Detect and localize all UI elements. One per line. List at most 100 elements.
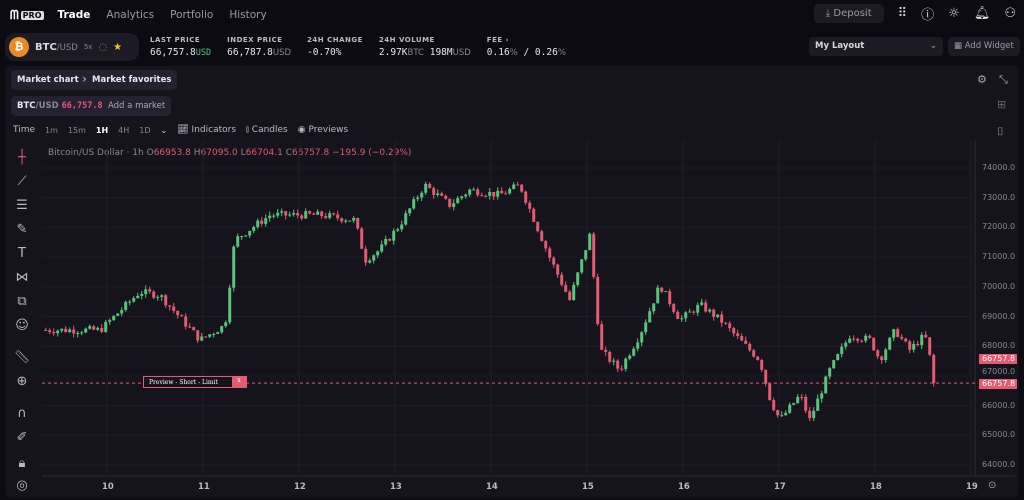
bell-icon[interactable]: 🔔︎: [973, 6, 991, 21]
brush-icon[interactable]: ✎: [16, 222, 28, 237]
candle-body: [628, 355, 632, 359]
visibility-icon[interactable]: ◎: [16, 478, 28, 493]
candle-body: [824, 376, 828, 394]
candle-body: [400, 224, 404, 230]
help-icon[interactable]: ⓘ: [921, 8, 935, 23]
candle-body: [276, 212, 280, 216]
candle-body: [356, 217, 360, 229]
candle-body: [816, 398, 820, 411]
camera-icon[interactable]: ⌷: [997, 125, 1004, 138]
theme-sun-icon[interactable]: ☼: [948, 6, 960, 21]
user-icon[interactable]: ⚇: [1004, 6, 1016, 21]
deposit-button[interactable]: ⤓ Deposit: [813, 4, 884, 23]
nav-history[interactable]: History: [229, 9, 267, 21]
crosshair-icon[interactable]: ┼: [18, 150, 26, 165]
interval-1h[interactable]: 1H: [95, 125, 109, 135]
candle-body: [92, 326, 96, 330]
alert-bell-icon[interactable]: ◌: [98, 41, 108, 53]
candle-body: [688, 311, 692, 313]
candle-body: [632, 348, 636, 356]
lock-icon[interactable]: 🔒︎: [18, 456, 26, 471]
lock-draw-icon[interactable]: ✐: [16, 430, 28, 445]
collapse-icon[interactable]: ⤡: [999, 73, 1008, 86]
candle-body: [668, 291, 672, 305]
candle-body: [192, 327, 196, 331]
y-tick-label: 72000.0: [982, 222, 1016, 232]
zoom-in-icon[interactable]: ⊕: [16, 374, 28, 389]
tab-market-chart[interactable]: Market chart ×: [11, 70, 95, 90]
add-market-button[interactable]: Add a market: [102, 96, 172, 116]
pair-selector[interactable]: ₿ BTC/USD 5x ◌ ★: [5, 33, 139, 61]
pattern-icon[interactable]: ⋈: [15, 270, 29, 285]
candle-body: [340, 218, 344, 222]
time-settings-icon[interactable]: ⊙: [988, 480, 997, 491]
fib-lines-icon[interactable]: ☰: [16, 198, 28, 213]
candle-body: [640, 332, 644, 343]
settings-icon[interactable]: ⚙: [977, 73, 987, 86]
candle-body: [284, 211, 288, 216]
interval-1m[interactable]: 1m: [45, 125, 58, 135]
kraken-pro-logo[interactable]: ᗰ PRO: [10, 7, 44, 22]
ruler-icon[interactable]: 📏︎: [13, 350, 31, 365]
candle-body: [468, 189, 472, 195]
candle-body: [624, 358, 628, 369]
candle-body: [852, 338, 856, 340]
candle-body: [444, 195, 448, 199]
candle-body: [600, 324, 604, 350]
text-icon[interactable]: T: [18, 246, 26, 261]
close-icon[interactable]: ×: [82, 75, 89, 85]
widget-icon: ▦: [954, 41, 965, 51]
interval-4h[interactable]: 4H: [118, 125, 130, 135]
candle-body: [484, 195, 488, 197]
indicators-button[interactable]: 📈︎ Indicators: [177, 125, 237, 135]
layout-select[interactable]: My Layout ⌄: [809, 37, 943, 56]
candle-body: [880, 356, 884, 361]
candle-body: [328, 213, 332, 218]
candle-body: [472, 189, 476, 191]
volume-usd: 198M: [429, 47, 453, 58]
last-price: 66,757.8: [150, 47, 196, 58]
candle-body: [932, 354, 936, 384]
candle-body: [124, 301, 128, 310]
emoji-icon[interactable]: ☺: [15, 318, 29, 333]
chevron-down-icon[interactable]: ⌄: [160, 125, 168, 135]
candle-body: [724, 322, 728, 324]
candle-body: [476, 189, 480, 196]
apps-grid-icon[interactable]: ⠿: [897, 6, 908, 21]
candle-body: [568, 291, 572, 301]
nav-portfolio[interactable]: Portfolio: [170, 9, 214, 21]
trend-line-icon[interactable]: ⟋: [17, 174, 27, 189]
candle-body: [152, 291, 156, 298]
interval-15m[interactable]: 15m: [67, 125, 86, 135]
candle-body: [220, 326, 224, 333]
candle-body: [44, 330, 48, 332]
projection-icon[interactable]: ⧉: [17, 294, 27, 309]
candles-icon: ⫾: [246, 125, 249, 135]
favorite-star-icon[interactable]: ★: [113, 41, 123, 53]
magnet-icon[interactable]: ∩: [17, 406, 27, 421]
add-widget-button[interactable]: ▦ Add Widget: [948, 37, 1020, 56]
candle-body: [804, 396, 808, 411]
candle-body: [132, 298, 136, 302]
interval-1d[interactable]: 1D: [139, 125, 151, 135]
candle-body: [924, 334, 928, 338]
nav-analytics[interactable]: Analytics: [106, 9, 155, 21]
market-btc-usd[interactable]: BTC/USD 66,757.8: [11, 96, 109, 116]
candle-body: [412, 199, 416, 209]
preview-order-label[interactable]: Preview - Short - Limit x: [143, 376, 247, 388]
layout-grid-icon[interactable]: ⊞: [997, 98, 1007, 111]
previews-button[interactable]: ◉ Previews: [297, 125, 349, 135]
nav-trade[interactable]: Trade: [57, 9, 91, 21]
candles-button[interactable]: ⫾ Candles: [246, 125, 288, 135]
candle-body: [756, 356, 760, 360]
candle-body: [564, 284, 568, 292]
fee-info[interactable]: FEE › 0.16% / 0.26%: [486, 36, 566, 58]
y-tick-label: 65000.0: [982, 430, 1016, 440]
tab-market-favorites[interactable]: Market favorites: [86, 70, 178, 90]
candle-body: [716, 314, 720, 317]
candle-body: [580, 259, 584, 273]
close-preview-icon[interactable]: x: [232, 377, 246, 387]
candle-body: [252, 227, 256, 231]
candle-body: [392, 230, 396, 241]
